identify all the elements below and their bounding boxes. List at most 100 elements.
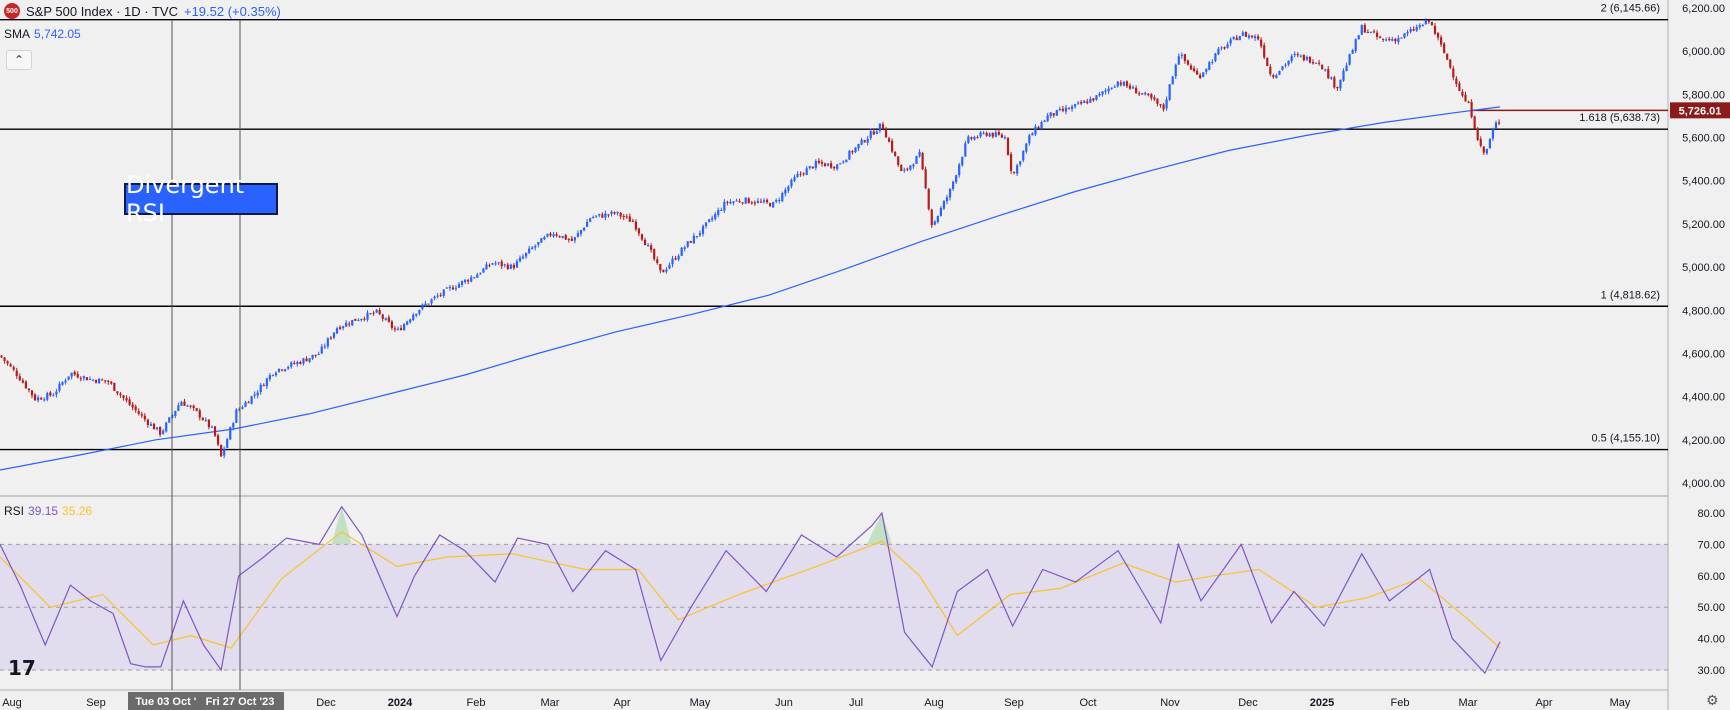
candle-up bbox=[88, 378, 92, 380]
candle-up bbox=[244, 402, 247, 407]
candle-up bbox=[406, 321, 409, 325]
candle-up bbox=[936, 215, 939, 223]
candle-up bbox=[1385, 39, 1388, 41]
candle-down bbox=[152, 423, 156, 430]
candle-down bbox=[207, 419, 210, 428]
candle-up bbox=[1055, 109, 1058, 116]
candle-down bbox=[314, 354, 317, 356]
candle-up bbox=[592, 217, 595, 219]
candle-down bbox=[329, 337, 332, 339]
candle-up bbox=[616, 211, 619, 214]
candle-up bbox=[357, 320, 360, 322]
candle-up bbox=[933, 221, 936, 225]
candle-down bbox=[1061, 108, 1064, 111]
candle-up bbox=[826, 163, 830, 166]
candle-up bbox=[418, 309, 421, 314]
candle-down bbox=[1153, 97, 1156, 100]
candle-up bbox=[939, 207, 942, 216]
candle-down bbox=[348, 323, 351, 325]
candle-down bbox=[1086, 101, 1089, 104]
candle-down bbox=[107, 380, 110, 383]
time-tick-label: Feb bbox=[1391, 697, 1410, 709]
candle-up bbox=[1101, 91, 1104, 95]
candle-up bbox=[912, 164, 915, 167]
settings-gear-icon[interactable]: ⚙ bbox=[1706, 692, 1719, 708]
candle-down bbox=[30, 390, 34, 396]
candle-down bbox=[894, 152, 897, 156]
candle-down bbox=[601, 214, 604, 218]
candle-down bbox=[753, 202, 756, 204]
candle-up bbox=[433, 296, 436, 299]
candle-down bbox=[897, 156, 900, 165]
candle-down bbox=[128, 399, 131, 405]
candle-up bbox=[302, 358, 305, 364]
candle-up bbox=[37, 397, 40, 401]
candle-down bbox=[1458, 83, 1461, 91]
candle-up bbox=[1144, 92, 1147, 95]
candle-down bbox=[24, 381, 27, 389]
candle-up bbox=[491, 263, 494, 265]
candle-up bbox=[436, 295, 439, 297]
candle-down bbox=[863, 140, 866, 143]
candle-up bbox=[476, 274, 479, 278]
time-tick-label: Mar bbox=[541, 697, 560, 709]
candle-down bbox=[884, 129, 888, 138]
candle-down bbox=[607, 214, 610, 216]
candle-down bbox=[1452, 68, 1455, 78]
candle-up bbox=[204, 419, 207, 421]
candle-up bbox=[958, 164, 961, 176]
candle-down bbox=[924, 169, 927, 189]
tradingview-logo[interactable]: 17 bbox=[8, 656, 36, 680]
candle-down bbox=[927, 189, 930, 210]
candle-down bbox=[820, 161, 824, 164]
candle-up bbox=[1113, 86, 1116, 88]
candle-down bbox=[769, 203, 772, 207]
candle-down bbox=[195, 408, 198, 411]
time-tick-label: Dec bbox=[316, 697, 336, 709]
fib-label-3: 0.5 (4,155.10) bbox=[1592, 433, 1661, 445]
candle-up bbox=[268, 375, 271, 380]
candle-up bbox=[518, 257, 522, 262]
collapse-legend-button[interactable]: ⌃ bbox=[6, 50, 32, 70]
candle-up bbox=[1287, 60, 1290, 65]
candle-up bbox=[424, 303, 427, 306]
candle-down bbox=[1260, 39, 1263, 47]
candle-down bbox=[823, 163, 827, 167]
candle-down bbox=[564, 235, 567, 240]
candle-up bbox=[778, 200, 781, 202]
symbol-title[interactable]: S&P 500 Index · 1D · TVC bbox=[26, 3, 178, 19]
candle-up bbox=[149, 423, 153, 426]
candle-down bbox=[759, 201, 763, 203]
candle-up bbox=[1177, 56, 1180, 65]
candles-layer bbox=[0, 18, 1501, 459]
candle-down bbox=[0, 355, 3, 358]
sma-legend[interactable]: SMA 5,742.05 bbox=[4, 27, 81, 41]
candle-up bbox=[277, 368, 281, 372]
candle-up bbox=[521, 256, 525, 259]
candle-up bbox=[1031, 133, 1034, 136]
candle-down bbox=[134, 406, 137, 411]
candle-up bbox=[238, 408, 241, 411]
divergent-rsi-annotation[interactable]: Divergent RSI bbox=[124, 171, 278, 227]
chevron-up-icon: ⌃ bbox=[13, 53, 25, 67]
candle-down bbox=[125, 397, 128, 401]
candle-down bbox=[830, 163, 833, 168]
candle-up bbox=[58, 383, 61, 391]
candle-down bbox=[991, 132, 994, 137]
candle-down bbox=[1006, 137, 1010, 155]
rsi-legend[interactable]: RSI 39.15 35.26 bbox=[4, 504, 92, 518]
candle-down bbox=[985, 132, 988, 136]
candle-up bbox=[287, 366, 290, 369]
candle-up bbox=[1077, 102, 1080, 104]
crosshair-lines-layer bbox=[171, 20, 241, 690]
candle-up bbox=[1275, 75, 1278, 78]
price-tick-label: 5,000.00 bbox=[1682, 262, 1725, 274]
candle-up bbox=[552, 234, 555, 237]
candle-up bbox=[351, 319, 354, 326]
candle-up bbox=[668, 264, 671, 269]
candle-up bbox=[473, 277, 476, 279]
candle-down bbox=[997, 131, 1000, 135]
candle-up bbox=[610, 211, 613, 215]
candle-down bbox=[1497, 122, 1501, 124]
